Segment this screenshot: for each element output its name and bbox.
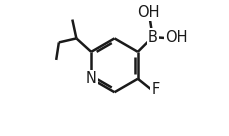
Text: N: N [86, 71, 97, 86]
Text: OH: OH [166, 30, 188, 44]
Text: OH: OH [137, 5, 160, 20]
Text: B: B [148, 30, 158, 44]
Text: F: F [151, 82, 159, 97]
